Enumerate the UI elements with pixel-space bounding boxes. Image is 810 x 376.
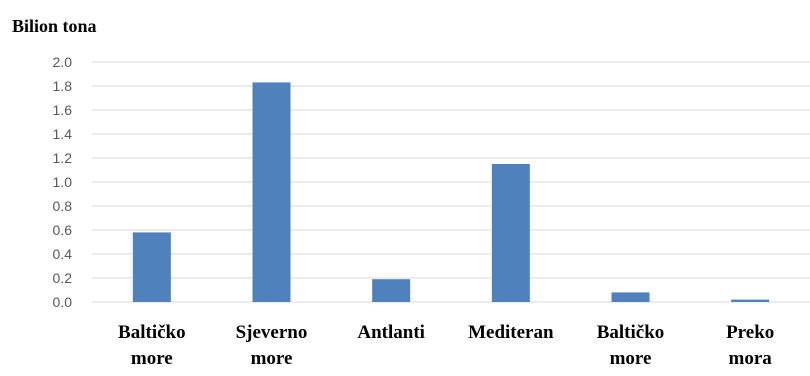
y-axis-title: Bilion tona (12, 16, 97, 36)
bar (372, 279, 411, 302)
bars (132, 82, 770, 303)
bar (611, 292, 650, 302)
y-tick-label: 1.0 (53, 174, 73, 190)
y-tick-label: 1.2 (53, 150, 73, 166)
bar (731, 299, 770, 302)
y-tick-label: 0.2 (53, 270, 73, 286)
y-tick-label: 1.8 (53, 78, 73, 94)
x-category-label: Preko (726, 322, 774, 343)
x-category-label: more (131, 348, 173, 369)
bar (252, 82, 291, 303)
y-tick-label: 1.4 (53, 126, 73, 142)
x-category-labels: Baltičko more Sjeverno more Antlanti Meditera… (118, 322, 774, 369)
y-tick-label: 2.0 (53, 54, 73, 70)
y-tick-labels: 0.0 0.2 0.4 0.6 0.8 1.0 1.2 1.4 1.6 1.8 2.0 (53, 54, 73, 310)
bar (491, 164, 530, 302)
x-category-label: Baltičko (597, 322, 665, 343)
x-category-label: more (610, 348, 652, 369)
x-category-label: mora (729, 348, 773, 369)
x-category-label: more (251, 348, 293, 369)
y-tick-label: 0.6 (53, 222, 73, 238)
x-category-label: Baltičko (118, 322, 186, 343)
y-tick-label: 0.4 (53, 246, 73, 262)
x-category-label: Mediteran (468, 322, 554, 343)
bar (132, 232, 171, 302)
y-tick-label: 1.6 (53, 102, 73, 118)
x-category-label: Sjeverno (236, 322, 308, 343)
y-tick-label: 0.0 (53, 294, 73, 310)
gridlines (92, 61, 810, 303)
y-tick-label: 0.8 (53, 198, 73, 214)
x-category-label: Antlanti (357, 322, 425, 343)
